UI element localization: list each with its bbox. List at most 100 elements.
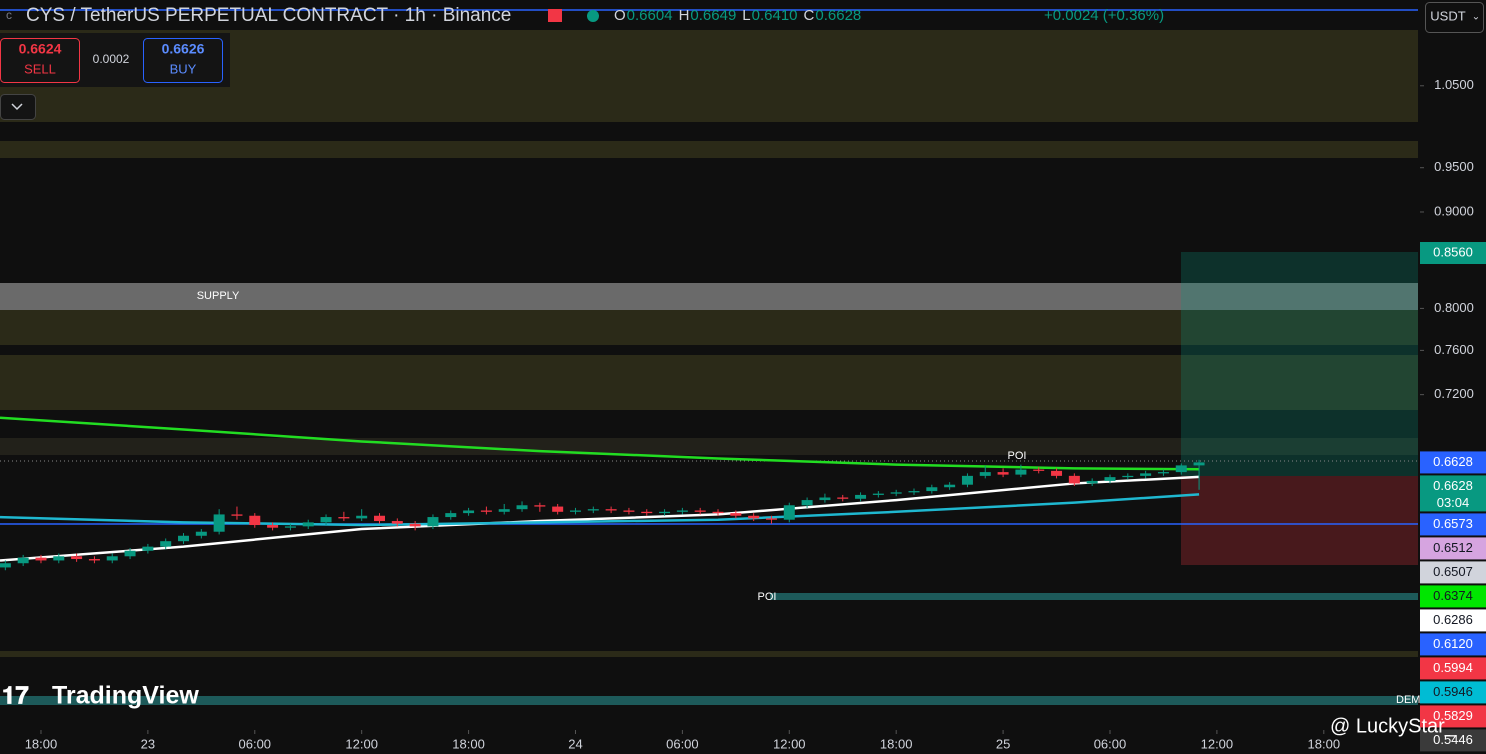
ohlc-value: 0.6410 [752, 7, 798, 24]
candle-body [694, 510, 706, 512]
candle-body [890, 492, 902, 494]
candle-body [676, 510, 688, 512]
x-tick-label: 18:00 [452, 736, 485, 751]
signature: @ LuckyStar_ [1330, 715, 1457, 737]
candle-body [284, 526, 296, 528]
candle-body [249, 515, 261, 526]
sell-label: SELL [24, 61, 56, 76]
x-tick-label: 06:00 [239, 736, 272, 751]
plot [0, 416, 1205, 571]
candle-body [997, 472, 1009, 475]
symbol-icon: c [6, 8, 12, 22]
candle-body [53, 556, 65, 561]
candle-body [231, 514, 243, 516]
spread: 0.0002 [93, 52, 130, 66]
price-tag-label: 0.5946 [1433, 684, 1473, 699]
candle-body [801, 500, 813, 506]
price-tag [1420, 681, 1486, 704]
supply-zone [0, 283, 1418, 310]
currency-chevron: ⌄ [1472, 12, 1480, 23]
candle-body [516, 505, 528, 510]
axes: 18:00 23 06:00 12:00 18:00 24 06:00 12:00 18:00 2… [25, 77, 1486, 751]
candle-body [302, 522, 314, 527]
candle-body [1068, 475, 1080, 484]
x-tick-label: 12:00 [345, 736, 378, 751]
candle-body [498, 509, 510, 512]
sell-button[interactable] [0, 38, 80, 83]
countdown: 03:04 [1437, 495, 1470, 510]
zone [0, 355, 1418, 410]
candle-body [944, 484, 956, 488]
price-tag [1420, 561, 1486, 584]
candle-body [267, 525, 279, 528]
x-tick-label: 25 [996, 736, 1010, 751]
candle-body [35, 557, 47, 561]
chart-title: CYS / TetherUS PERPETUAL CONTRACT · 1h ·… [26, 5, 511, 26]
price-tag [1420, 657, 1486, 680]
price-tag [1420, 513, 1486, 536]
moving-average [0, 416, 1200, 471]
buy-button[interactable] [143, 38, 223, 83]
candle-body [160, 541, 172, 547]
price-tag-label: 0.6512 [1433, 540, 1473, 555]
candle-body [855, 494, 867, 499]
chevron-icon [11, 103, 23, 111]
y-tick-label: 0.8000 [1434, 300, 1474, 315]
price-tag [1420, 242, 1486, 265]
y-tick-label: 1.0500 [1434, 77, 1474, 92]
candle-body [71, 556, 83, 560]
y-tick-label: 0.7600 [1434, 342, 1474, 357]
ohlc-value: 0.6649 [690, 7, 736, 24]
candle-body [142, 546, 154, 551]
zone [0, 438, 1418, 455]
zone [0, 651, 1418, 657]
candle-body [124, 550, 136, 557]
target-zone [1181, 252, 1418, 476]
candle-body [106, 556, 118, 561]
candle-body [748, 515, 760, 519]
x-tick-label: 18:00 [1308, 736, 1341, 751]
ohlc-key: C [804, 7, 815, 24]
candle-body [88, 559, 100, 561]
candle-body [427, 517, 439, 527]
change: +0.0024 (+0.36%) [1044, 7, 1164, 24]
ohlc-key: O [614, 7, 626, 24]
ohlc-value: 0.6628 [815, 7, 861, 24]
annotation: DEM [1396, 694, 1420, 706]
candle-body [320, 517, 332, 523]
price-tag-label: 0.6374 [1433, 588, 1473, 603]
candle-body [480, 510, 492, 512]
candle-body [819, 497, 831, 501]
candle-body [1104, 477, 1116, 481]
time-axis [0, 730, 1420, 754]
price-tag-label: 0.8560 [1433, 244, 1473, 259]
candle-body [961, 475, 973, 485]
candle-body [213, 514, 225, 532]
trade-panel [0, 33, 230, 87]
candle-body [1033, 469, 1045, 471]
flag-icon[interactable] [548, 9, 562, 22]
watermark: TradingView [52, 682, 199, 710]
candle-body [765, 518, 777, 520]
y-tick-label: 0.9500 [1434, 159, 1474, 174]
candle-body [17, 557, 29, 564]
candle-body [391, 521, 403, 524]
logo-icon: 𝟏𝟕 [2, 682, 29, 709]
candle-body [569, 510, 581, 512]
poi-zone [770, 593, 1418, 600]
price-tag-label: 0.6628 [1433, 454, 1473, 469]
currency-button[interactable] [1425, 2, 1484, 33]
x-tick-label: 23 [141, 736, 155, 751]
buy-label: BUY [170, 61, 197, 76]
candle-body [1122, 475, 1134, 478]
candle-body [605, 509, 617, 511]
annotation: POI [1008, 450, 1027, 462]
candle-body [552, 506, 564, 512]
candle-body [178, 535, 190, 542]
candle-body [1157, 472, 1169, 474]
price-tag-label: 0.5829 [1433, 708, 1473, 723]
price-tag [1420, 475, 1486, 512]
ohlc: O 0.6604 H 0.6649 L 0.6410 C 0.6628 [614, 7, 861, 24]
